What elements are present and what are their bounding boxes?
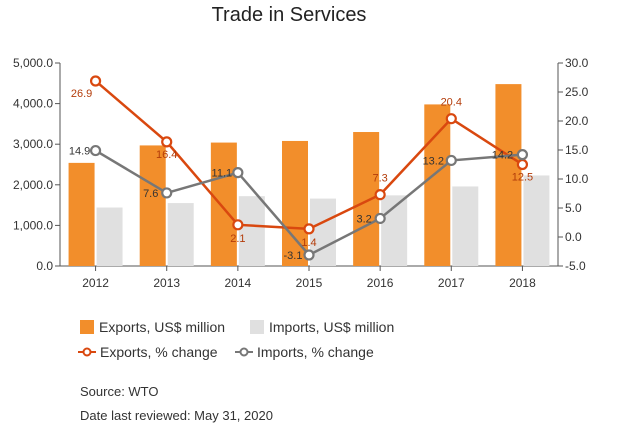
exports-change-point-2017: [445, 113, 457, 125]
legend-label-imports-line: Imports, % change: [257, 344, 374, 360]
imports-change-point-2018: [516, 149, 529, 161]
y-right-tick-label: 20.0: [565, 114, 589, 128]
y-left-tick-label: 3,000.0: [13, 137, 53, 151]
legend-label-exports-bar: Exports, US$ million: [99, 319, 225, 335]
x-tick-label: 2015: [296, 276, 323, 290]
imports-change-label-2013: 7.6: [143, 188, 158, 200]
imports-change-label-2015: -3.1: [284, 250, 303, 262]
lines: [89, 75, 529, 261]
exports-change-point-2018: [516, 158, 529, 171]
exports-change-label-2013: 16.4: [156, 149, 177, 161]
y-right-tick-label: 15.0: [565, 143, 589, 157]
imports-bar-2018: [523, 175, 550, 266]
y-right-tick-label: 5.0: [565, 201, 582, 215]
y-left-tick-label: 4,000.0: [13, 97, 53, 111]
exports-change-point-2015: [303, 223, 315, 235]
exports-change-point-2013: [161, 136, 173, 148]
legend-label-imports-bar: Imports, US$ million: [269, 319, 394, 335]
legend-swatch-imports-marker: [239, 347, 249, 357]
imports-change-point-2013: [161, 187, 173, 199]
exports-bar-2013: [139, 145, 166, 266]
imports-change-label-2016: 3.2: [356, 213, 371, 225]
y-left-tick-label: 5,000.0: [13, 56, 53, 70]
exports-bar-2012: [68, 162, 95, 266]
y-right-tick-label: 25.0: [565, 85, 589, 99]
bars: [68, 84, 550, 266]
imports-change-point-2017: [445, 154, 457, 167]
x-tick-label: 2017: [438, 276, 465, 290]
imports-change-label-2018: 14.2: [492, 150, 513, 162]
imports-change-point-2015: [303, 249, 315, 261]
exports-change-label-2017: 20.4: [441, 97, 462, 109]
date-reviewed-note: Date last reviewed: May 31, 2020: [80, 408, 273, 423]
y-right-tick-label: 0.0: [565, 230, 582, 244]
imports-bar-2013: [167, 203, 194, 266]
y-right-tick-label: -5.0: [565, 259, 586, 273]
legend-swatch-exports-marker: [82, 347, 92, 357]
imports-bar-2017: [452, 186, 479, 266]
exports-change-point-2016: [374, 189, 386, 201]
x-tick-label: 2014: [225, 276, 252, 290]
exports-bar-2015: [282, 140, 308, 266]
axes: 0.0 1,000.0 2,000.0 3,000.0 4,000.0 5,000.0 -5…: [13, 56, 589, 290]
x-tick-label: 2018: [509, 276, 536, 290]
legend-swatch-exports-bar: [80, 320, 94, 334]
imports-bar-2012: [96, 207, 123, 266]
exports-change-label-2016: 7.3: [372, 173, 387, 185]
exports-bar-2017: [424, 104, 451, 266]
exports-change-label-2018: 12.5: [512, 172, 533, 184]
legend-swatch-imports-bar: [250, 320, 264, 334]
imports-change-point-2014: [232, 167, 244, 179]
y-left-tick-label: 0.0: [36, 259, 53, 273]
y-left-tick-label: 2,000.0: [13, 178, 53, 192]
exports-change-point-2014: [232, 219, 244, 231]
exports-bar-2016: [353, 132, 380, 266]
y-right-tick-label: 10.0: [565, 172, 589, 186]
imports-bar-2014: [238, 196, 265, 266]
imports-change-point-2016: [374, 212, 386, 225]
y-right-tick-label: 30.0: [565, 56, 589, 70]
imports-change-label-2012: 14.9: [69, 146, 90, 158]
legend-label-exports-line: Exports, % change: [100, 344, 218, 360]
source-note: Source: WTO: [80, 384, 159, 399]
x-tick-label: 2012: [82, 276, 109, 290]
chart-title: Trade in Services: [212, 4, 367, 26]
exports-change-label-2014: 2.1: [230, 233, 245, 245]
exports-bar-2018: [495, 84, 522, 266]
imports-change-label-2017: 13.2: [423, 155, 444, 167]
exports-change-label-2015: 1.4: [301, 237, 316, 249]
exports-change-point-2012: [89, 75, 102, 87]
exports-change-label-2012: 26.9: [71, 88, 92, 100]
data-labels: 26.9 16.4 2.1 1.4 7.3 20.4 12.5 14.9 7.6 11.1 -3.1…: [69, 88, 533, 262]
x-tick-label: 2013: [153, 276, 180, 290]
legend: Exports, US$ million Imports, US$ million…: [78, 319, 394, 360]
y-left-tick-label: 1,000.0: [13, 218, 53, 232]
x-tick-label: 2016: [367, 276, 394, 290]
imports-change-label-2014: 11.1: [212, 168, 233, 180]
exports-bar-2014: [210, 142, 237, 266]
imports-change-point-2012: [89, 144, 102, 157]
